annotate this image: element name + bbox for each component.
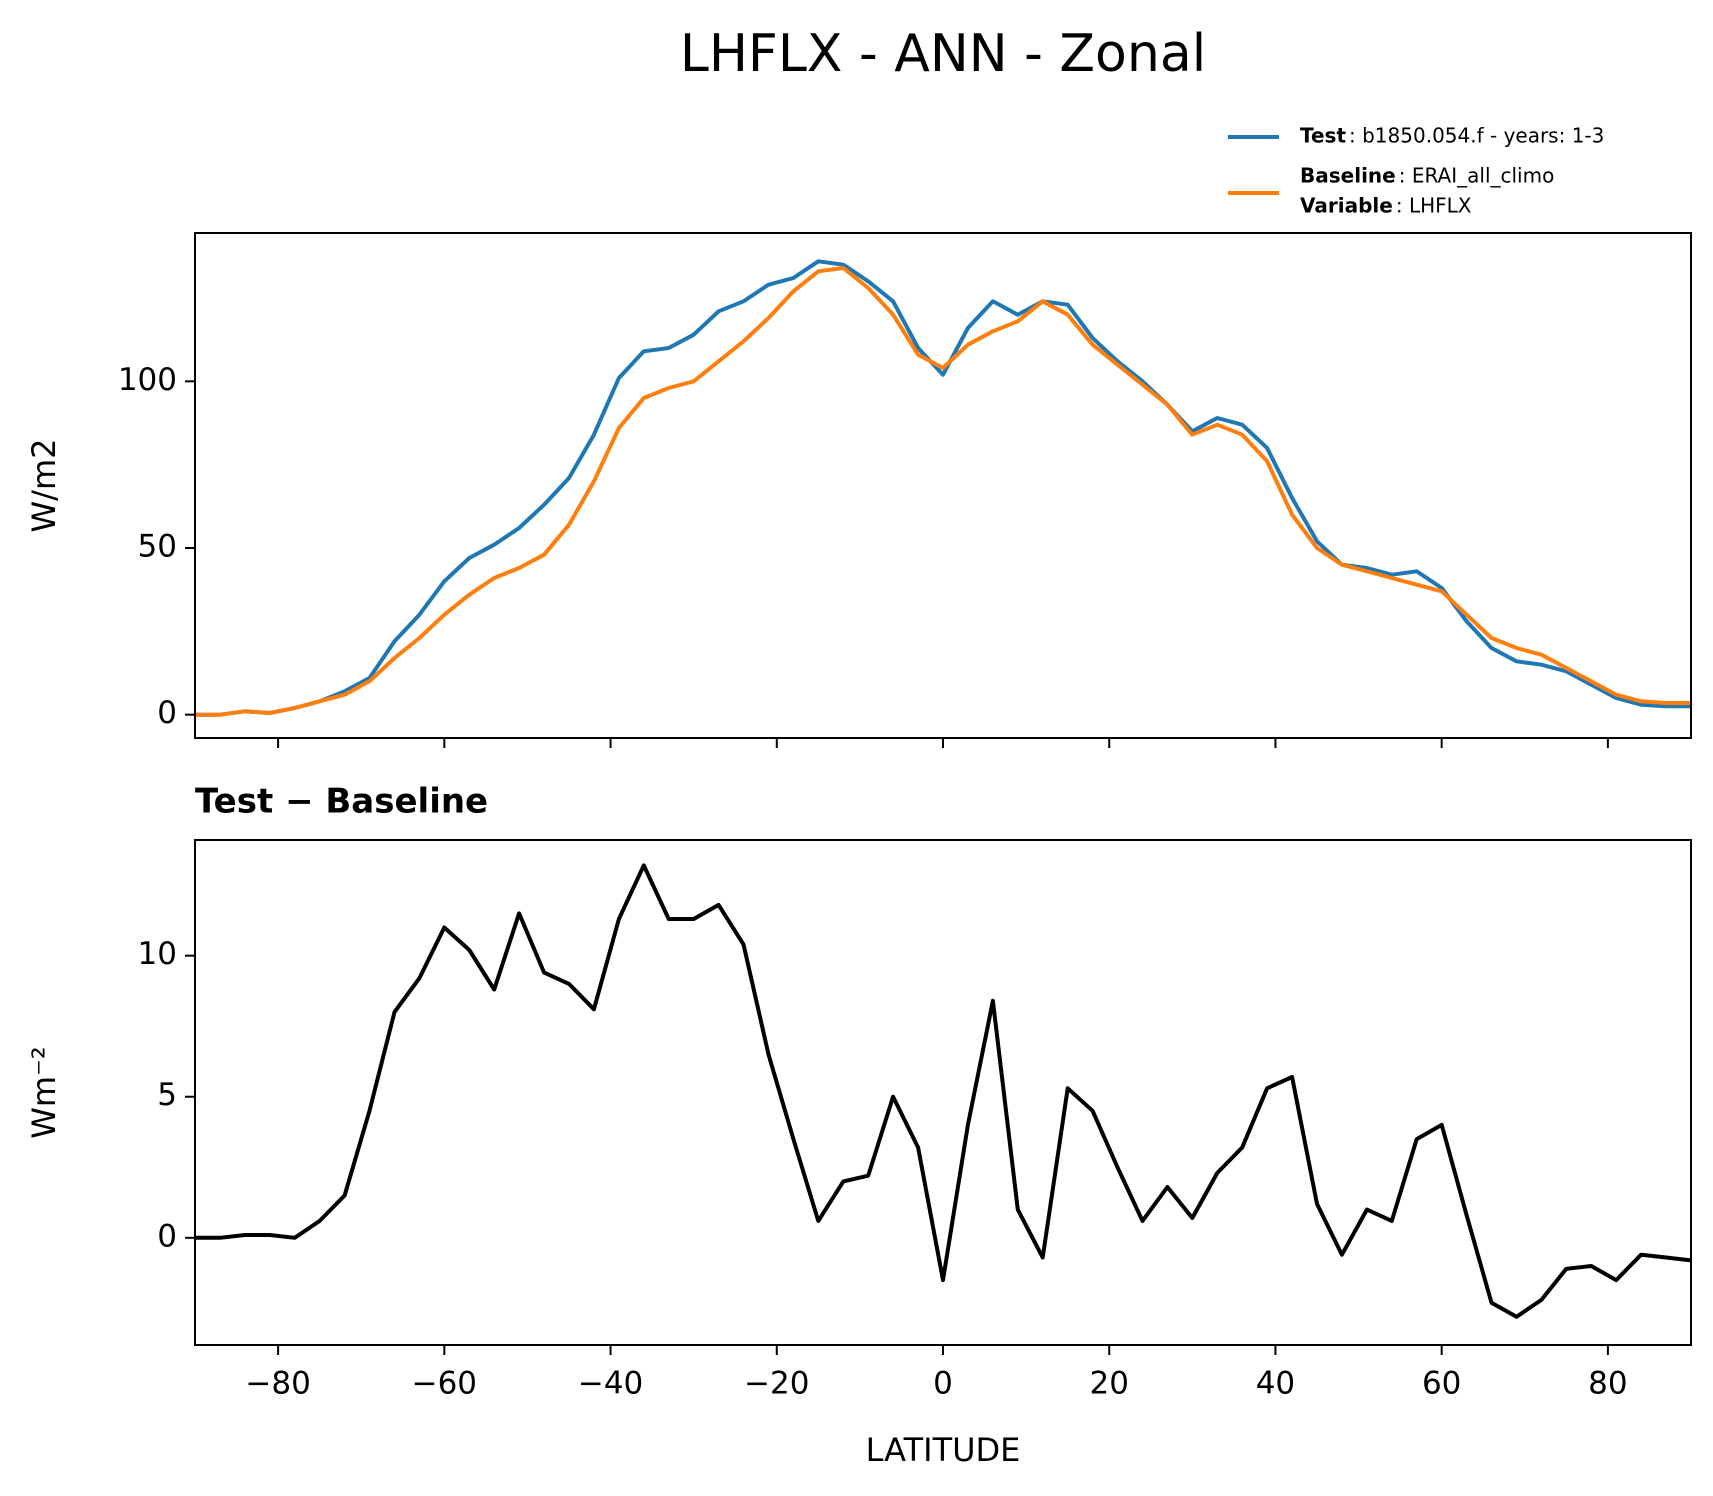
legend-description: : b1850.054.f - years: 1-3: [1349, 124, 1604, 148]
legend-name: Test: [1300, 124, 1346, 148]
x-tick-label: 40: [1256, 1366, 1295, 1402]
y-tick-label: 5: [157, 1077, 177, 1113]
y-tick-label: 10: [138, 936, 177, 972]
data-line: [195, 863, 1691, 1319]
subplot-title: Test − Baseline: [195, 782, 488, 822]
axes-frame: [194, 232, 1692, 739]
x-tick-label: 20: [1089, 1366, 1128, 1402]
x-tick-label: −60: [412, 1366, 477, 1402]
y-tick-label: 100: [118, 362, 177, 398]
legend-name: Variable: [1300, 194, 1393, 218]
legend-description: : ERAI_all_climo: [1399, 164, 1555, 188]
x-tick-label: 80: [1588, 1366, 1627, 1402]
x-tick-label: −40: [578, 1366, 643, 1402]
y-tick-label: 0: [157, 695, 177, 731]
y-tick-label: 50: [138, 529, 177, 565]
figure-title: LHFLX - ANN - Zonal: [680, 24, 1206, 84]
x-axis-label: LATITUDE: [866, 1431, 1021, 1469]
x-tick-label: −80: [245, 1366, 310, 1402]
y-axis-label: Wm⁻²: [25, 1046, 63, 1139]
y-tick-label: 0: [157, 1218, 177, 1254]
x-tick-label: 60: [1422, 1366, 1461, 1402]
data-line: [195, 266, 1691, 717]
x-tick-label: −20: [744, 1366, 809, 1402]
x-tick-label: 0: [933, 1366, 953, 1402]
data-line: [195, 259, 1691, 717]
y-axis-label: W/m2: [25, 439, 63, 533]
legend-name: Baseline: [1300, 164, 1396, 188]
legend-description: : LHFLX: [1396, 194, 1472, 218]
